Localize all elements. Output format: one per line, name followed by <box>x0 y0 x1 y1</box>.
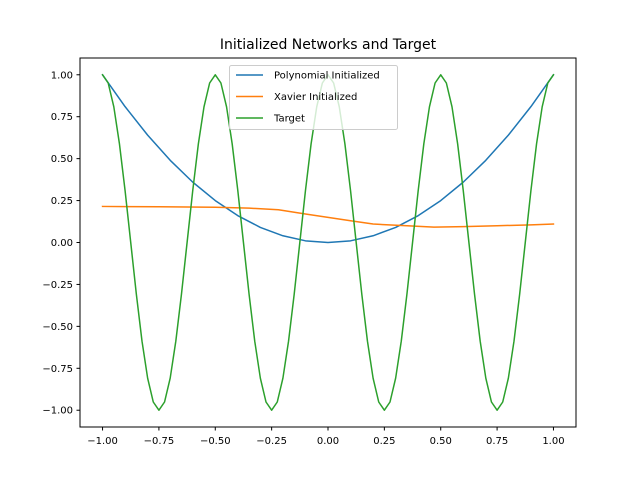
y-tick-label: −1.00 <box>42 406 73 417</box>
legend-label-target: Target <box>273 114 305 125</box>
x-tick-label: 0.75 <box>486 436 508 447</box>
y-tick-label: 0.75 <box>51 112 73 123</box>
series-line-polynomial-initialized <box>101 73 555 244</box>
x-tick-label: −0.50 <box>200 436 231 447</box>
y-tick-label: 1.00 <box>51 70 73 81</box>
x-tick-label: 0.50 <box>430 436 452 447</box>
x-tick-label: −0.75 <box>144 436 175 447</box>
x-axis: −1.00 −0.75 −0.50 −0.25 0.00 0.25 0.50 0.75 1.00 <box>87 427 565 447</box>
legend-label-polynomial-initialized: Polynomial Initialized <box>274 71 380 82</box>
legend-box <box>229 65 398 130</box>
x-tick-label: −0.25 <box>256 436 287 447</box>
y-tick-label: −0.25 <box>42 280 73 291</box>
y-tick-label: 0.00 <box>51 238 73 249</box>
legend-label-xavier-initialized: Xavier Initialized <box>274 92 357 103</box>
x-tick-label: 0.25 <box>373 436 395 447</box>
y-tick-label: 0.50 <box>51 154 73 165</box>
y-tick-label: −0.75 <box>42 364 73 375</box>
y-axis: −1.00 −0.75 −0.50 −0.25 0.00 0.25 0.50 0.75 1.00 <box>42 70 80 417</box>
series-line-xavier-initialized <box>101 205 555 228</box>
x-tick-label: 0.00 <box>317 436 339 447</box>
x-tick-label: −1.00 <box>87 436 118 447</box>
legend: Polynomial Initialized Xavier Initialized… <box>229 65 398 130</box>
y-tick-label: −0.50 <box>42 322 73 333</box>
y-tick-label: 0.25 <box>51 196 73 207</box>
x-tick-label: 1.00 <box>542 436 564 447</box>
chart-title: Initialized Networks and Target <box>220 37 437 53</box>
